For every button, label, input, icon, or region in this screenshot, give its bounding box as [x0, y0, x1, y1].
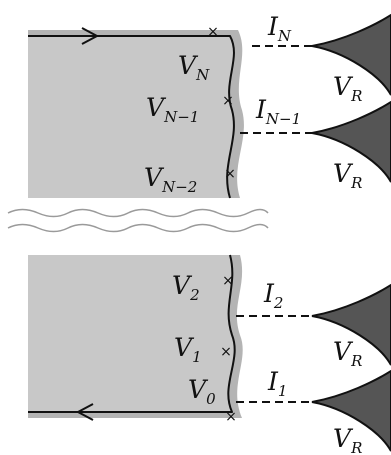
junction-marker: × [222, 93, 234, 109]
lower-edge-line [28, 254, 236, 413]
voltage-label: VN [178, 51, 210, 84]
upper-edge-line [28, 35, 235, 199]
tip-voltage-label: VR [333, 337, 362, 370]
tip-icon [311, 283, 391, 366]
tips [311, 13, 391, 452]
lower-sample [28, 254, 243, 421]
junction-marker: × [207, 24, 219, 40]
break-lines [7, 208, 269, 233]
current-label: IN [267, 12, 292, 45]
tip-voltage-label: VR [333, 72, 362, 105]
break-line [7, 223, 269, 233]
junction-marker: × [222, 273, 234, 289]
voltage-label: VN−2 [144, 163, 197, 196]
voltage-label: V2 [172, 271, 200, 304]
upper-sample [28, 27, 244, 199]
voltage-labels: VN VN−1 VN−2 V2 V1 V0 [144, 51, 216, 408]
tip-voltage-label: VR [333, 159, 362, 192]
voltage-label: V0 [188, 375, 216, 408]
current-label: IN−1 [255, 95, 301, 128]
tip-icon [311, 369, 391, 452]
arrow-left-icon [77, 403, 94, 421]
arrow-right-icon [81, 27, 98, 45]
upper-sample-body [28, 36, 234, 198]
current-labels: IN IN−1 I2 I1 [255, 12, 301, 400]
tunnel-links [236, 45, 312, 403]
tip-labels: VR VR VR VR [333, 72, 362, 455]
voltage-label: VN−1 [146, 93, 199, 126]
tip-voltage-label: VR [333, 424, 362, 455]
break-line [7, 208, 269, 218]
tip-icon [311, 100, 391, 183]
current-label: I2 [263, 279, 283, 312]
current-label: I1 [267, 367, 287, 400]
tip-icon [311, 13, 391, 96]
junction-markers: × × × × × × [207, 24, 237, 425]
junction-marker: × [225, 409, 237, 425]
voltage-label: V1 [174, 333, 202, 366]
junction-marker: × [220, 344, 232, 360]
junction-marker: × [224, 166, 236, 182]
lower-sample-body [28, 255, 235, 412]
